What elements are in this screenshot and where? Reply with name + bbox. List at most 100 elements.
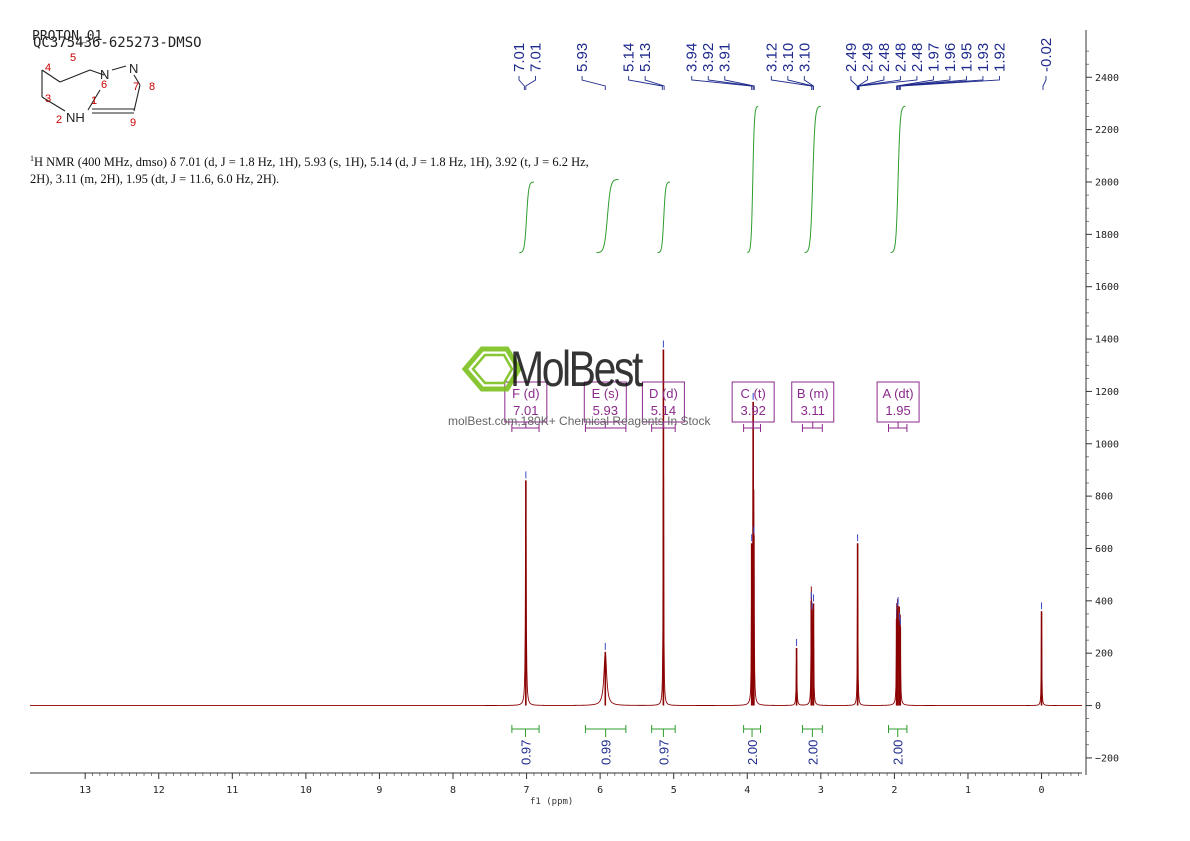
peak-leader-line — [691, 76, 753, 90]
y-tick-label: 800 — [1095, 492, 1113, 503]
peak-label: -0.02 — [1038, 38, 1055, 72]
x-tick-label: 1 — [965, 785, 971, 796]
x-tick-label: 0 — [1039, 785, 1045, 796]
atom-number: 7 — [133, 81, 139, 93]
atom-number: 8 — [149, 81, 155, 93]
peak-label: 3.94 — [684, 43, 701, 72]
atom-number: 1 — [91, 95, 97, 107]
multiplet-letter: E (s) — [592, 386, 619, 401]
multiplet-letter: D (d) — [649, 386, 678, 401]
atom-label: NH — [66, 110, 85, 125]
peak-leader-line — [581, 76, 606, 90]
peak-leader-line — [628, 76, 663, 90]
multiplet-range — [651, 422, 676, 432]
nmr-description: 1H NMR (400 MHz, dmso) δ 7.01 (d, J = 1.… — [30, 150, 600, 188]
peak-label: 1.92 — [991, 43, 1008, 72]
atom-number: 2 — [56, 114, 62, 126]
peak-label: 3.92 — [700, 43, 717, 72]
peak-label: 2.49 — [859, 43, 876, 72]
multiplet-range — [888, 422, 908, 432]
multiplet-letter: C (t) — [741, 386, 766, 401]
atom-label: N — [129, 61, 138, 76]
peak-label: 2.48 — [876, 43, 893, 72]
x-tick-label: 3 — [818, 785, 824, 796]
y-tick-label: 2200 — [1095, 125, 1119, 136]
integral-bracket — [651, 725, 676, 737]
integral-bracket — [888, 725, 908, 737]
y-tick-label: 0 — [1095, 701, 1101, 712]
atom-number: 4 — [45, 62, 51, 74]
x-tick-label: 8 — [450, 785, 456, 796]
integral-bracket — [511, 725, 540, 737]
peak-leader-line — [518, 76, 525, 90]
peak-leader-line — [525, 76, 536, 90]
multiplet-range — [511, 422, 540, 432]
multiplet-shift: 1.95 — [885, 403, 910, 418]
integral-value: 2.00 — [891, 740, 906, 765]
peak-label: 5.93 — [574, 43, 591, 72]
peak-label: 2.49 — [843, 43, 860, 72]
integral-curves — [519, 105, 906, 254]
atom-number: 3 — [45, 93, 51, 105]
atom-label: N — [100, 67, 109, 82]
peak-label: 1.93 — [975, 43, 992, 72]
y-tick-label: 200 — [1095, 649, 1113, 660]
integral-bracket — [584, 725, 627, 737]
peak-leader-line — [724, 76, 755, 90]
watermark-brand: MolBest — [510, 341, 643, 397]
integral-value: 0.99 — [599, 740, 614, 765]
x-tick-label: 7 — [524, 785, 530, 796]
y-tick-label: −200 — [1095, 753, 1119, 764]
integral-values: 0.97 0.99 0.97 2.00 2.00 2.00 — [511, 725, 908, 765]
x-tick-label: 6 — [597, 785, 603, 796]
multiplet-shift: 7.01 — [513, 403, 538, 418]
atom-number: 6 — [101, 79, 107, 91]
multiplet-shift: 3.92 — [741, 403, 766, 418]
y-tick-label: 1600 — [1095, 282, 1119, 293]
nucleus-superscript: 1 — [30, 154, 34, 163]
watermark-tagline: molBest.com,180K+ Chemical Reagents In S… — [448, 414, 711, 428]
integral-curve — [596, 178, 619, 254]
peak-leader-line — [858, 76, 918, 90]
x-tick-label: 2 — [891, 785, 897, 796]
peak-leader-line — [707, 76, 754, 90]
integral-curve — [747, 105, 759, 254]
y-tick-label: 1200 — [1095, 387, 1119, 398]
peak-label: 2.48 — [892, 43, 909, 72]
peak-label: 7.01 — [528, 43, 545, 72]
peak-leader-line — [899, 76, 984, 90]
x-axis-label: f1 (ppm) — [530, 797, 574, 807]
peak-leader-line — [899, 76, 1000, 90]
peak-leader-line — [858, 76, 901, 90]
multiplet-range — [584, 422, 627, 432]
peak-label: 7.01 — [511, 43, 528, 72]
integral-curve — [657, 181, 671, 254]
peak-label: 2.48 — [909, 43, 926, 72]
peak-leader-line — [803, 76, 814, 90]
multiplet-letter: A (dt) — [883, 386, 914, 401]
atom-number: 5 — [70, 52, 76, 64]
spectrum — [30, 340, 1082, 706]
multiplet-range — [801, 422, 823, 432]
atom-number: 9 — [130, 117, 136, 129]
y-tick-label: 600 — [1095, 544, 1113, 555]
multiplet-range — [743, 422, 762, 432]
integral-value: 2.00 — [805, 740, 820, 765]
integral-value: 0.97 — [656, 740, 671, 765]
peak-leader-line — [770, 76, 813, 90]
peak-label: 3.10 — [796, 43, 813, 72]
spectrum-trace — [30, 413, 1082, 706]
peak-label: 3.91 — [717, 43, 734, 72]
peak-label: 5.14 — [621, 43, 638, 72]
peak-label: 1.95 — [958, 43, 975, 72]
integral-curve — [804, 105, 821, 254]
multiplet-shift: 5.93 — [593, 403, 618, 418]
peak-label: 3.10 — [780, 43, 797, 72]
multiplet-boxes: F (d)7.01E (s)5.93D (d)5.14C (t)3.92B (m… — [504, 381, 920, 432]
peak-leader-line — [896, 76, 934, 90]
peak-leader-line — [896, 76, 951, 90]
experiment-label: PROTON_01 — [32, 29, 103, 44]
x-tick-label: 10 — [300, 785, 312, 796]
multiplet-shift: 5.14 — [651, 403, 676, 418]
y-tick-label: 2400 — [1095, 73, 1119, 84]
